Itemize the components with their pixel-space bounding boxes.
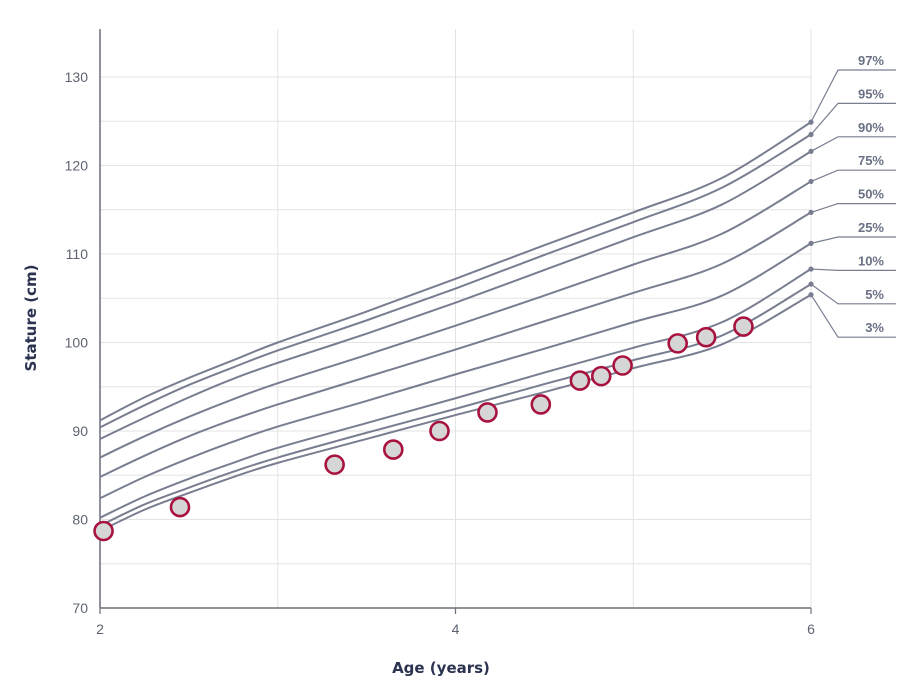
percentile-label: 25% <box>858 220 884 235</box>
percentile-label: 90% <box>858 120 884 135</box>
x-axis-title: Age (years) <box>392 659 490 677</box>
percentile-curve-95 <box>99 133 812 429</box>
gridlines <box>100 29 812 608</box>
percentile-leader-line <box>810 203 896 213</box>
percentile-label: 50% <box>858 187 884 202</box>
percentile-curve-50 <box>99 211 812 478</box>
measurement-point <box>93 520 114 542</box>
percentile-leader-line <box>810 283 896 305</box>
measurement-point <box>612 355 633 376</box>
percentile-curve-25 <box>99 242 812 500</box>
percentile-curve-90 <box>99 150 812 440</box>
measurement-points <box>93 316 754 542</box>
x-tick-labels: 2 4 6 <box>96 608 815 637</box>
y-tick-label: 80 <box>72 512 88 528</box>
measurement-point <box>382 439 404 460</box>
percentile-label: 95% <box>858 86 884 101</box>
y-tick-label: 110 <box>66 246 89 262</box>
percentile-labels: 97% 95% 90% 75% 50% 25% 10% 5% 3% <box>810 53 896 338</box>
y-tick-label: 70 <box>72 600 88 616</box>
measurement-point <box>695 326 717 348</box>
y-tick-label: 100 <box>65 335 89 351</box>
percentile-label: 10% <box>858 253 884 268</box>
percentile-curves <box>99 119 814 532</box>
percentile-leader-line <box>810 136 896 152</box>
percentile-curve-75 <box>99 180 812 459</box>
y-tick-label: 120 <box>65 158 89 174</box>
measurement-point <box>324 454 345 475</box>
measurement-point <box>569 370 591 391</box>
y-tick-label: 90 <box>72 423 88 439</box>
percentile-label: 97% <box>858 53 884 68</box>
measurement-point <box>477 402 498 423</box>
percentile-curve-97 <box>99 121 812 422</box>
x-tick-label: 6 <box>807 621 815 637</box>
measurement-point <box>429 420 450 442</box>
percentile-label: 5% <box>865 287 884 302</box>
percentile-leader-line <box>810 294 896 338</box>
y-tick-labels: 70 80 90 100 110 120 130 <box>65 69 89 616</box>
measurement-point <box>530 394 552 415</box>
percentile-leader-line <box>810 268 896 271</box>
x-tick-label: 2 <box>96 621 104 637</box>
percentile-leader-line <box>810 69 896 123</box>
percentile-leader-line <box>810 102 896 135</box>
measurement-point <box>733 316 754 337</box>
y-axis-title: Stature (cm) <box>22 265 40 372</box>
measurement-point <box>169 496 191 518</box>
measurement-point <box>667 333 688 354</box>
percentile-leader-line <box>810 236 896 244</box>
y-tick-label: 130 <box>65 69 89 85</box>
measurement-point <box>590 365 612 387</box>
x-tick-label: 4 <box>452 621 460 637</box>
percentile-leader-line <box>810 169 896 182</box>
percentile-curve-3 <box>99 293 812 532</box>
percentile-label: 3% <box>865 320 884 335</box>
percentile-label: 75% <box>858 153 884 168</box>
